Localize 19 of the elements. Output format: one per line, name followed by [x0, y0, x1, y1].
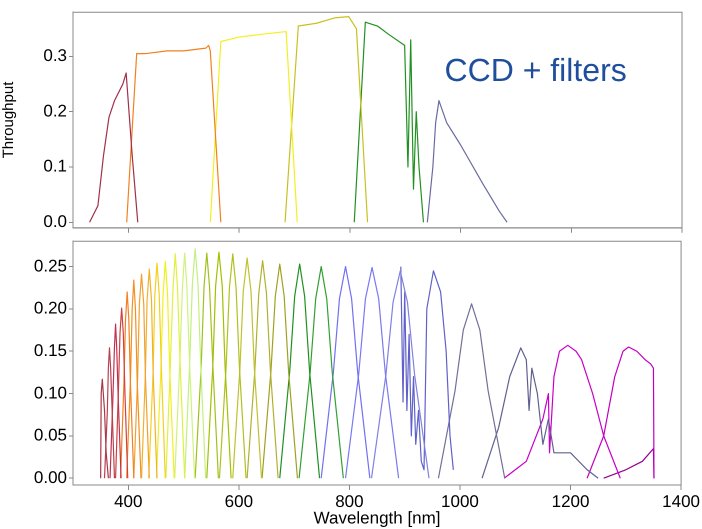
y-tick-label: 0.00: [34, 468, 67, 487]
x-tick-label: 1000: [441, 492, 479, 511]
y-tick-label: 0.20: [34, 298, 67, 318]
x-tick-label: 1400: [662, 492, 700, 511]
y-tick-label: 0.1: [43, 156, 67, 176]
x-tick-label: 800: [335, 492, 364, 511]
x-tick-label: 1200: [552, 492, 590, 511]
annotation: CCD + filters: [444, 52, 627, 88]
y-tick-label: 0.25: [34, 256, 67, 276]
y-axis-title: Throughput: [0, 80, 18, 158]
y-tick-label: 0.10: [34, 383, 67, 402]
x-tick-label: 600: [224, 492, 254, 511]
x-axis-title: Wavelength [nm]: [314, 508, 441, 528]
y-tick-label: 0.0: [43, 212, 67, 231]
y-tick-label: 0.2: [43, 101, 67, 120]
y-tick-label: 0.05: [34, 426, 67, 445]
y-tick-label: 0.3: [43, 46, 67, 66]
y-tick-label: 0.15: [34, 340, 67, 360]
x-tick-label: 400: [114, 492, 142, 511]
